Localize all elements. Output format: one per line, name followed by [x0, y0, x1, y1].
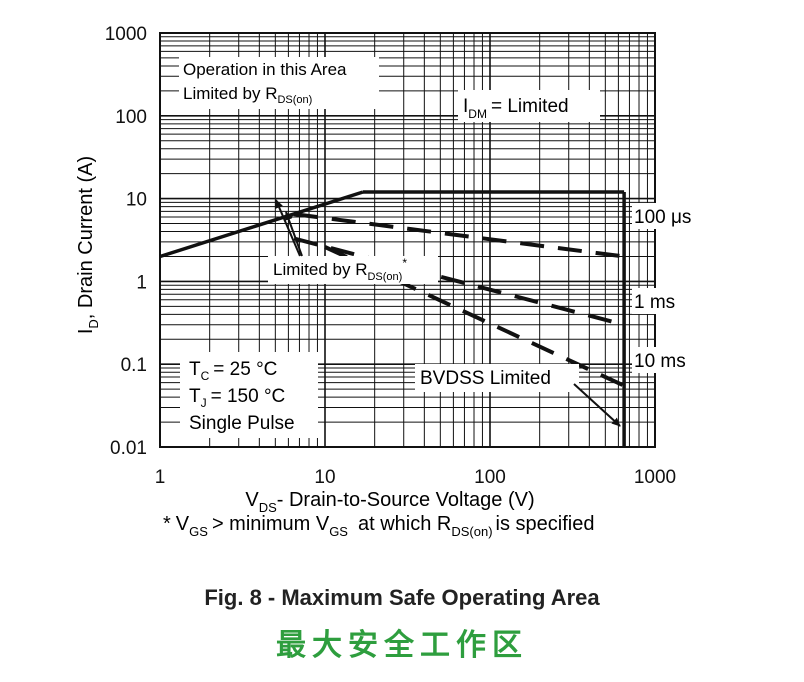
x-tick-label: 1000 [634, 467, 676, 488]
label-100us-bg [632, 203, 706, 229]
idm-label: IDM = Limited [463, 96, 569, 121]
rds-arrow-label: Limited by RDS(on)* [273, 256, 407, 283]
rds-region-label-bg [179, 57, 379, 109]
dashed-limit-line-3 [293, 212, 625, 259]
y-tick-label: 100 [115, 107, 147, 128]
soa-curves [159, 190, 626, 447]
solid-limit-line-0 [159, 190, 364, 259]
label-10ms-bg [632, 347, 698, 373]
rds-arrow-label-bg [268, 256, 438, 284]
bvdss-arrow [573, 383, 621, 427]
label-1ms-bg [632, 288, 684, 314]
y-tick-label: 0.01 [110, 438, 147, 459]
conditions-box-bg [180, 352, 318, 438]
condition-tc: TC = 25 °C [189, 359, 277, 383]
x-tick-label: 10 [314, 467, 335, 488]
x-tick-label: 1 [155, 467, 166, 488]
y-tick-label: 0.1 [121, 355, 147, 376]
x-tick-label: 100 [474, 467, 506, 488]
y-tick-label: 1 [136, 272, 147, 293]
tick-labels: 1000 100 10 1 0.1 0.01 1 10 100 1000 [105, 24, 676, 488]
dashed-limit-line-4 [293, 236, 625, 327]
label-1ms: 1 ms [634, 292, 675, 313]
idm-label-bg [458, 90, 600, 122]
rds-arrow-2 [284, 211, 303, 257]
figure-title: Fig. 8 - Maximum Safe Operating Area [204, 585, 600, 610]
rds-arrow-1 [275, 199, 301, 257]
rds-region-line1: Operation in this Area [183, 60, 347, 79]
y-tick-label: 10 [126, 190, 147, 211]
bvdss-label: BVDSS Limited [420, 368, 551, 389]
plot-frame [159, 32, 656, 448]
label-100us: 100 μs [634, 207, 691, 228]
footnote: * VGS > minimum VGS at which RDS(on) is spec… [163, 513, 594, 539]
chinese-caption: 最大安全工作区 [276, 628, 528, 663]
label-10ms: 10 ms [634, 351, 686, 372]
soa-chart: 1000 100 10 1 0.1 0.01 1 10 100 1000 Operation in… [75, 24, 706, 539]
rds-region-line2: Limited by RDS(on) [183, 84, 312, 106]
y-axis-label: ID, Drain Current (A) [75, 156, 101, 334]
y-tick-label: 1000 [105, 24, 147, 45]
x-axis-label: VDS- Drain-to-Source Voltage (V) [245, 489, 534, 515]
condition-pulse: Single Pulse [189, 413, 295, 434]
bvdss-label-bg [415, 364, 579, 392]
condition-tj: TJ = 150 °C [189, 386, 285, 410]
